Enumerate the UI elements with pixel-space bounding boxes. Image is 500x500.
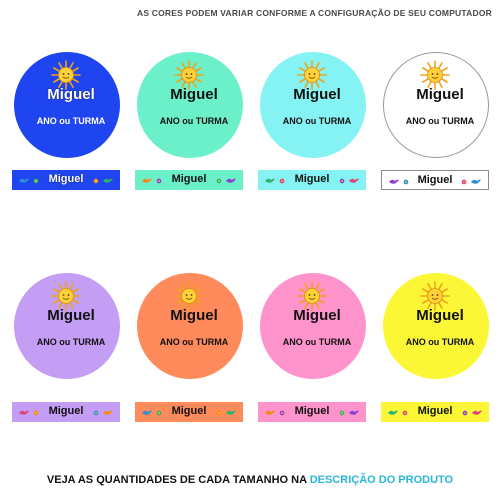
strip-name: Miguel <box>171 173 207 185</box>
student-name: Miguel <box>293 86 341 103</box>
quantity-note: VEJA AS QUANTIDADES DE CADA TAMANHO NA D… <box>0 474 500 486</box>
flower-doodle-icon <box>279 410 285 416</box>
bird-doodle-icon <box>349 178 359 183</box>
flower-doodle-icon <box>402 410 408 416</box>
strip-label: Miguel <box>12 170 120 190</box>
strip-label: Miguel <box>12 402 120 422</box>
flower-doodle-icon <box>403 179 409 185</box>
strip-label: Miguel <box>258 170 366 190</box>
flower-doodle-icon <box>156 178 162 184</box>
strip-label: Miguel <box>258 402 366 422</box>
bird-doodle-icon <box>472 410 482 415</box>
student-name: Miguel <box>47 307 95 324</box>
bird-doodle-icon <box>226 178 236 183</box>
sun-icon <box>174 60 204 90</box>
class-text: ANO ou TURMA <box>36 337 106 347</box>
strip-name: Miguel <box>48 173 84 185</box>
sun-icon <box>420 281 450 311</box>
color-disclaimer: AS CORES PODEM VARIAR CONFORME A CONFIGU… <box>137 8 492 18</box>
bird-doodle-icon <box>388 410 398 415</box>
flower-doodle-icon <box>279 178 285 184</box>
strip-name: Miguel <box>48 405 84 417</box>
class-text: ANO ou TURMA <box>405 337 475 347</box>
class-text: ANO ou TURMA <box>405 116 475 126</box>
class-text: ANO ou TURMA <box>282 116 352 126</box>
flower-doodle-icon <box>462 410 468 416</box>
student-name: Miguel <box>170 86 218 103</box>
sun-icon <box>174 281 204 311</box>
bird-doodle-icon <box>349 410 359 415</box>
bird-doodle-icon <box>389 179 399 184</box>
student-name: Miguel <box>293 307 341 324</box>
bird-doodle-icon <box>265 410 275 415</box>
flower-doodle-icon <box>461 179 467 185</box>
flower-doodle-icon <box>93 410 99 416</box>
student-name: Miguel <box>416 86 464 103</box>
flower-doodle-icon <box>339 178 345 184</box>
sun-icon <box>51 281 81 311</box>
strip-name: Miguel <box>294 173 330 185</box>
bird-doodle-icon <box>471 179 481 184</box>
bird-doodle-icon <box>142 410 152 415</box>
strip-name: Miguel <box>417 405 453 417</box>
strip-label: Miguel <box>381 402 489 422</box>
product-description-link[interactable]: DESCRIÇÃO DO PRODUTO <box>309 474 454 486</box>
flower-doodle-icon <box>156 410 162 416</box>
class-text: ANO ou TURMA <box>282 337 352 347</box>
flower-doodle-icon <box>93 178 99 184</box>
class-text: ANO ou TURMA <box>159 116 229 126</box>
flower-doodle-icon <box>216 410 222 416</box>
sun-icon <box>51 60 81 90</box>
flower-doodle-icon <box>339 410 345 416</box>
bird-doodle-icon <box>226 410 236 415</box>
flower-doodle-icon <box>33 178 39 184</box>
flower-doodle-icon <box>33 410 39 416</box>
bird-doodle-icon <box>103 410 113 415</box>
flower-doodle-icon <box>216 178 222 184</box>
class-text: ANO ou TURMA <box>36 116 106 126</box>
sun-icon <box>297 281 327 311</box>
student-name: Miguel <box>47 86 95 103</box>
student-name: Miguel <box>170 307 218 324</box>
sun-icon <box>420 60 450 90</box>
strip-name: Miguel <box>171 405 207 417</box>
strip-label: Miguel <box>381 170 489 190</box>
bird-doodle-icon <box>19 410 29 415</box>
class-text: ANO ou TURMA <box>159 337 229 347</box>
strip-label: Miguel <box>135 170 243 190</box>
bird-doodle-icon <box>142 178 152 183</box>
strip-label: Miguel <box>135 402 243 422</box>
bird-doodle-icon <box>103 178 113 183</box>
quantity-note-text: VEJA AS QUANTIDADES DE CADA TAMANHO NA <box>46 474 310 486</box>
sun-icon <box>297 60 327 90</box>
bird-doodle-icon <box>19 178 29 183</box>
strip-name: Miguel <box>417 174 453 186</box>
strip-name: Miguel <box>294 405 330 417</box>
bird-doodle-icon <box>265 178 275 183</box>
student-name: Miguel <box>416 307 464 324</box>
